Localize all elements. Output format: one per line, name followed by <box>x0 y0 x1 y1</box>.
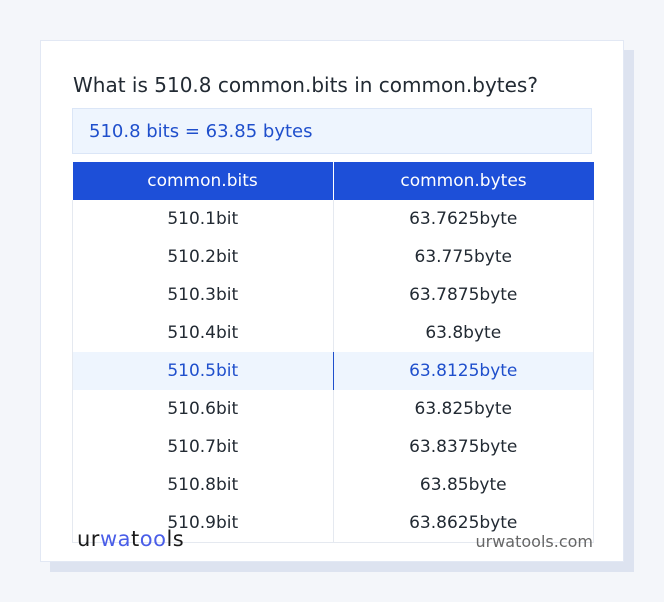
bits-cell: 510.5bit <box>72 352 334 390</box>
bytes-cell: 63.825byte <box>332 390 594 428</box>
bits-cell: 510.9bit <box>72 504 334 543</box>
bits-cell: 510.6bit <box>72 390 334 428</box>
table-row: 510.6bit 63.825byte <box>72 390 594 428</box>
column-header-bytes: common.bytes <box>333 162 594 200</box>
bytes-cell: 63.7875byte <box>332 276 594 314</box>
bits-cell: 510.7bit <box>72 428 334 466</box>
table-row: 510.8bit 63.85byte <box>72 466 594 504</box>
bits-cell: 510.3bit <box>72 276 334 314</box>
conversion-result: 510.8 bits = 63.85 bytes <box>72 108 592 154</box>
table-row: 510.2bit 63.775byte <box>72 238 594 276</box>
bytes-cell: 63.8125byte <box>332 352 594 390</box>
bytes-cell: 63.8byte <box>332 314 594 352</box>
table-row: 510.5bit 63.8125byte <box>72 352 594 390</box>
conversion-table: common.bits common.bytes 510.1bit 63.7625… <box>72 162 594 543</box>
bytes-cell: 63.8375byte <box>332 428 594 466</box>
bits-cell: 510.2bit <box>72 238 334 276</box>
urwatools-logo: urwatools <box>77 527 185 551</box>
bits-cell: 510.1bit <box>72 200 334 238</box>
bytes-cell: 63.85byte <box>332 466 594 504</box>
page-title: What is 510.8 common.bits in common.byte… <box>73 73 538 97</box>
bytes-cell: 63.8625byte <box>332 504 594 543</box>
bits-cell: 510.4bit <box>72 314 334 352</box>
bytes-cell: 63.775byte <box>332 238 594 276</box>
table-row: 510.4bit 63.8byte <box>72 314 594 352</box>
table-row: 510.3bit 63.7875byte <box>72 276 594 314</box>
bytes-cell: 63.7625byte <box>332 200 594 238</box>
table-row: 510.9bit 63.8625byte <box>72 504 594 543</box>
column-header-bits: common.bits <box>72 162 334 200</box>
table-row: 510.7bit 63.8375byte <box>72 428 594 466</box>
site-url: urwatools.com <box>475 532 594 551</box>
table-row: 510.1bit 63.7625byte <box>72 200 594 238</box>
bits-cell: 510.8bit <box>72 466 334 504</box>
converter-card: What is 510.8 common.bits in common.byte… <box>40 40 624 562</box>
